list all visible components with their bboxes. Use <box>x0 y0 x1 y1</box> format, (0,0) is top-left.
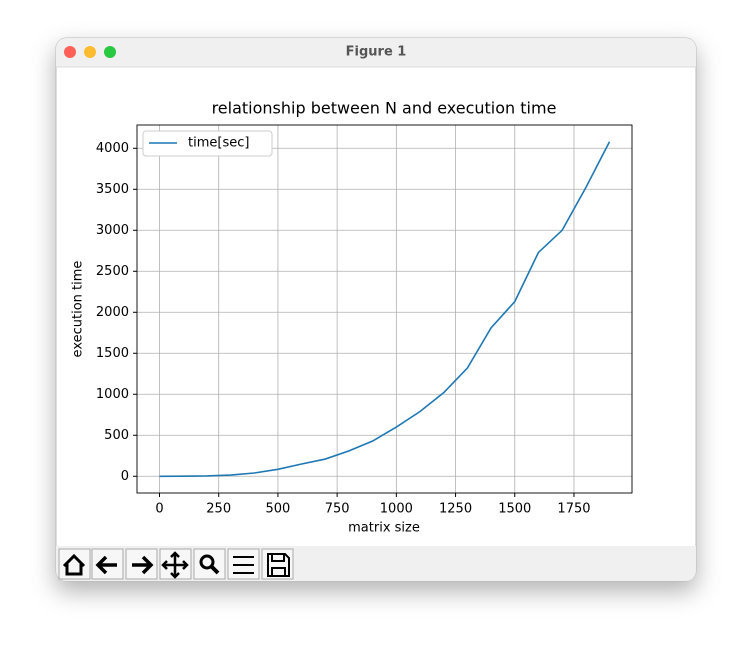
x-tick-label: 500 <box>266 502 291 517</box>
x-tick-label: 1500 <box>498 502 531 517</box>
x-tick-label: 1250 <box>439 502 472 517</box>
back-icon <box>95 555 117 575</box>
window-title: Figure 1 <box>346 45 407 60</box>
x-tick-label: 1000 <box>380 502 413 517</box>
configure-icon <box>233 556 254 574</box>
y-tick-label: 500 <box>104 428 129 443</box>
zoom-icon-handle <box>209 564 220 575</box>
chart: relationship between N and execution tim… <box>71 99 633 536</box>
close-button[interactable] <box>64 46 76 58</box>
y-tick-label: 3500 <box>96 182 129 197</box>
y-tick-label: 1500 <box>96 346 129 361</box>
y-tick-label: 1000 <box>96 387 129 402</box>
title-bar <box>56 38 696 67</box>
zoom-rect-button[interactable] <box>193 548 226 580</box>
minimize-button[interactable] <box>84 46 96 58</box>
plot-area <box>137 125 632 493</box>
y-tick-label: 2500 <box>96 264 129 279</box>
x-tick-label: 0 <box>155 502 163 517</box>
toolbar-buttons <box>58 548 294 580</box>
x-tick-label: 250 <box>206 502 231 517</box>
zoom-icon <box>199 554 215 570</box>
y-axis-label: execution time <box>71 261 86 358</box>
chart-title: relationship between N and execution tim… <box>212 99 557 118</box>
y-tick-label: 4000 <box>96 141 129 156</box>
pan-icon <box>161 551 189 579</box>
legend-box <box>142 130 273 157</box>
data-line <box>159 141 611 478</box>
x-tick-label: 1750 <box>557 502 590 517</box>
zoom-button[interactable] <box>104 46 116 58</box>
y-tick-label: 3000 <box>96 223 129 238</box>
legend-label: time[sec] <box>188 136 249 151</box>
x-tick-label: 750 <box>325 502 350 517</box>
save-icon <box>267 553 290 577</box>
plot-frame <box>136 124 633 494</box>
home-icon <box>62 553 86 576</box>
x-axis-label: matrix size <box>348 521 420 536</box>
y-tick-label: 0 <box>121 469 129 484</box>
y-tick-label: 2000 <box>96 305 129 320</box>
forward-icon <box>132 555 154 575</box>
